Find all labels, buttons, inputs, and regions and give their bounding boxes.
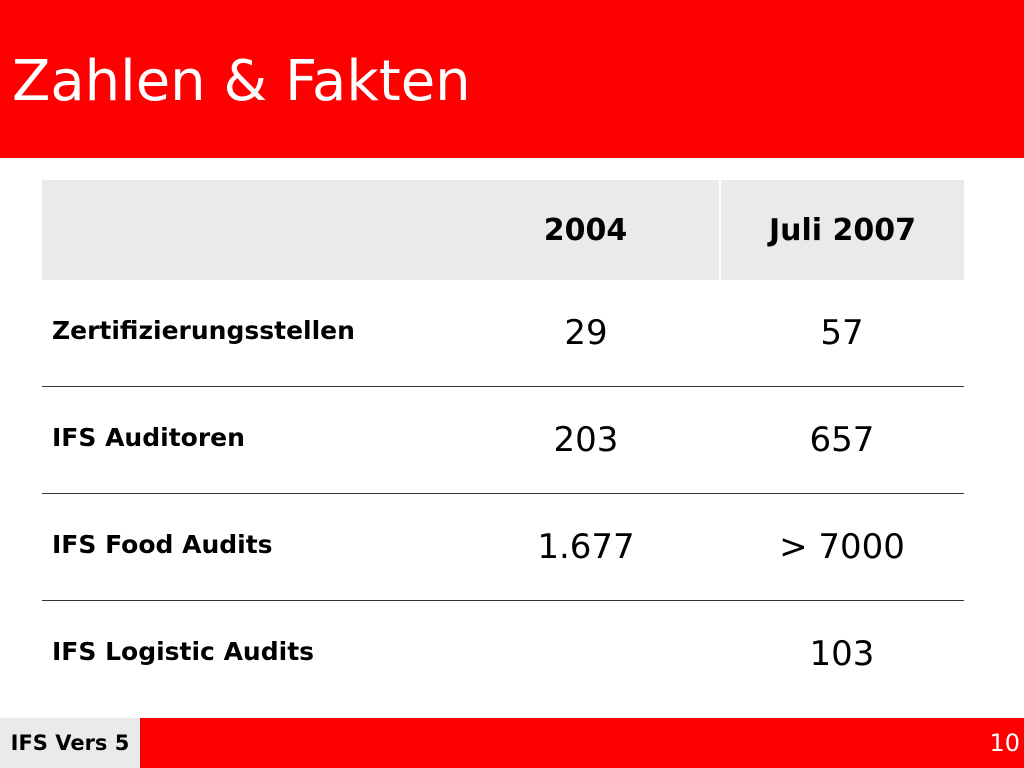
cell-2004: [452, 601, 720, 708]
row-label: IFS Food Audits: [42, 493, 452, 601]
table-row: Zertifizierungsstellen 29 57: [42, 280, 964, 387]
cell-juli-2007: > 7000: [720, 493, 964, 601]
header-cell-juli-2007: Juli 2007: [720, 180, 964, 280]
row-label: IFS Logistic Audits: [52, 636, 315, 666]
table-row: IFS Auditoren 203 657: [42, 386, 964, 494]
cell-juli-2007: 57: [720, 280, 964, 387]
header-cell-2004: 2004: [452, 180, 721, 280]
header-cell-empty: [42, 180, 452, 280]
cell-2004: 203: [452, 386, 720, 494]
row-label: Zertifizierungsstellen: [42, 280, 452, 387]
page-number: 10: [989, 729, 1020, 757]
table-row: IFS Logistic Audits 103: [42, 601, 964, 708]
row-label: IFS Auditoren: [42, 386, 452, 494]
table-row: IFS Food Audits 1.677 > 7000: [42, 493, 964, 601]
facts-table: 2004 Juli 2007 Zertifizierungsstellen 29…: [42, 180, 964, 707]
footer-label: IFS Vers 5: [10, 731, 130, 755]
footer-label-box: IFS Vers 5: [0, 718, 140, 768]
title-bar: Zahlen & Fakten: [0, 0, 1024, 158]
cell-2004: 1.677: [452, 493, 720, 601]
cell-2004: 29: [452, 280, 720, 387]
slide-title: Zahlen & Fakten: [12, 49, 471, 114]
cell-juli-2007: 657: [720, 386, 964, 494]
cell-juli-2007: 103: [809, 634, 875, 674]
footer-bar: IFS Vers 5 10: [0, 718, 1024, 768]
table-header-row: 2004 Juli 2007: [42, 180, 964, 280]
